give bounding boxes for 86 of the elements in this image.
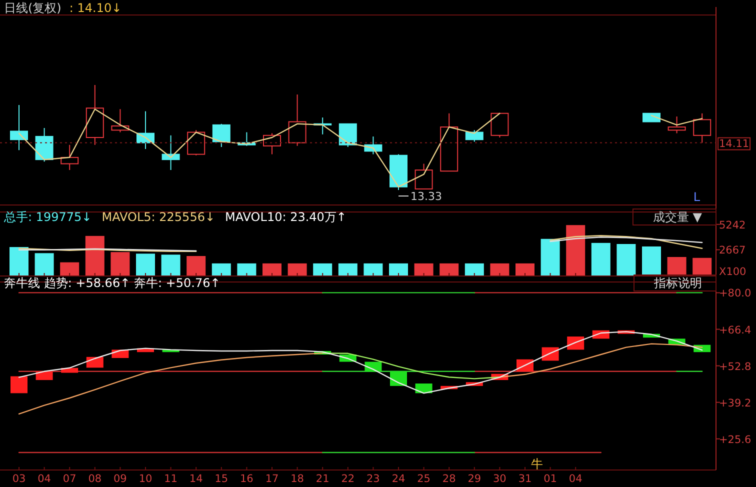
bar xyxy=(414,263,434,276)
candlestick xyxy=(668,116,686,134)
x-tick-label: 31 xyxy=(518,473,532,485)
x-tick-label: 09 xyxy=(114,473,127,485)
candlestick xyxy=(263,132,281,155)
x-tick-label: 10 xyxy=(138,473,152,485)
bar xyxy=(591,242,610,276)
x-tick-label: 29 xyxy=(468,473,482,485)
bar xyxy=(212,263,231,276)
candlestick xyxy=(111,108,130,133)
chart-title: 日线(复权) xyxy=(4,1,62,15)
y-tick-label: +25.6 xyxy=(719,434,752,446)
bar xyxy=(566,225,586,276)
candlestick xyxy=(693,112,712,144)
text: : 14.10↓ xyxy=(69,1,122,15)
x-tick-label: 14 xyxy=(189,473,204,485)
bar xyxy=(616,244,636,276)
x-tick-label: 25 xyxy=(417,473,430,485)
bar xyxy=(186,256,206,276)
x-tick-label: 15 xyxy=(214,473,228,485)
x-tick-label: 18 xyxy=(290,473,304,485)
candlestick xyxy=(60,144,79,171)
candlestick xyxy=(10,104,28,151)
annotation: 牛 xyxy=(531,457,543,471)
bar xyxy=(288,263,307,276)
x-tick-label: 24 xyxy=(392,473,406,485)
y-tick-label: +52.8 xyxy=(719,360,752,373)
x-tick-label: 30 xyxy=(493,473,506,485)
bar xyxy=(161,254,180,276)
y-tick-label: +39.2 xyxy=(719,397,752,410)
y-tick-label: +66.4 xyxy=(719,324,752,336)
candlestick xyxy=(440,112,458,172)
bar xyxy=(440,263,459,276)
bar xyxy=(60,262,80,276)
candlestick xyxy=(288,94,306,146)
candlestick xyxy=(86,84,104,146)
bar xyxy=(36,371,53,380)
annotation: 指标说明 xyxy=(653,276,702,290)
text: 14.11 xyxy=(719,138,750,150)
x-tick-label: 21 xyxy=(316,473,330,485)
x-tick-label: 03 xyxy=(12,473,26,485)
bar xyxy=(516,263,534,276)
x-tick-label: 16 xyxy=(240,473,254,485)
annotation: 成交量 ▼ xyxy=(652,210,703,224)
x-tick-label: 28 xyxy=(442,473,456,485)
y-axis-title: X100 xyxy=(719,266,746,278)
x-tick-label: 07 xyxy=(62,473,76,485)
bar xyxy=(136,254,155,276)
x-tick-label: 01 xyxy=(544,473,557,485)
y-tick-label: +80.0 xyxy=(719,288,752,300)
line-series xyxy=(322,352,500,380)
bar xyxy=(490,263,510,276)
x-tick-label: 11 xyxy=(164,473,178,485)
x-tick-label: 17 xyxy=(265,473,279,485)
y-tick-label: 2667 xyxy=(719,244,746,257)
bar xyxy=(10,376,28,394)
bar xyxy=(642,246,661,276)
bar xyxy=(338,263,358,276)
bar xyxy=(540,238,560,276)
annotation: 奔牛线 趋势: +58.66↑ 奔牛: +50.76↑ xyxy=(4,276,220,290)
x-tick-label: 04 xyxy=(568,473,583,485)
x-tick-label: 04 xyxy=(38,473,52,485)
bar xyxy=(237,263,256,276)
candlestick xyxy=(35,128,54,162)
bar xyxy=(667,256,686,276)
bar xyxy=(85,236,104,276)
annotation: MAVOL10: 23.40万↑ xyxy=(225,210,346,224)
bar xyxy=(364,263,383,276)
annotation: MAVOL5: 225556↓ xyxy=(102,210,216,224)
bar xyxy=(692,258,712,276)
bar xyxy=(10,247,28,276)
annotation: L xyxy=(693,190,700,204)
x-tick-label: 23 xyxy=(366,473,380,485)
x-tick-label: 08 xyxy=(88,473,102,485)
annotation: 13.33 xyxy=(410,190,442,203)
bar xyxy=(464,263,484,276)
bar xyxy=(34,253,54,276)
bar xyxy=(390,371,407,386)
annotation: 总手: 199775↓ xyxy=(3,210,92,224)
bar xyxy=(110,252,130,276)
x-tick-label: 22 xyxy=(341,473,355,485)
line-series xyxy=(18,331,703,394)
y-tick-label: 5242 xyxy=(719,219,746,232)
bar xyxy=(313,263,332,276)
bar xyxy=(389,263,408,276)
bar xyxy=(262,263,282,276)
